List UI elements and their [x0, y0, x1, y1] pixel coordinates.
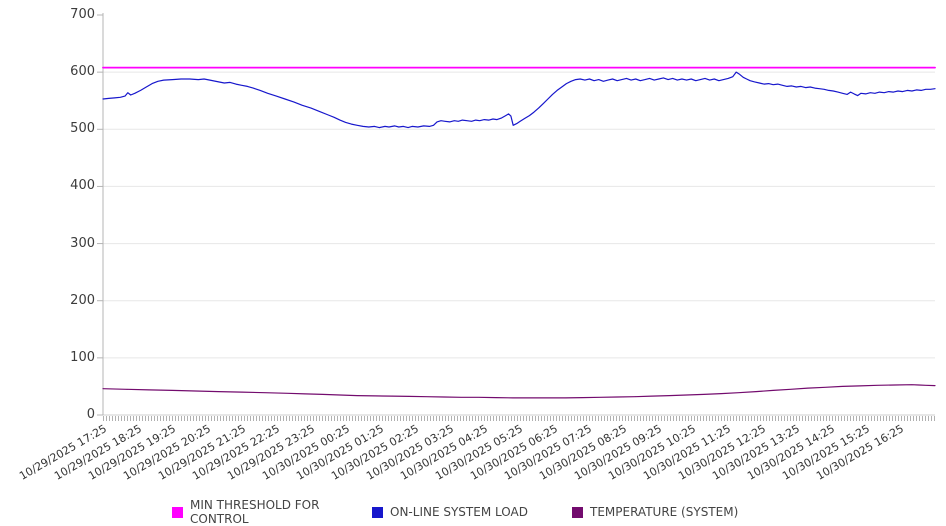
legend-item-temperature-system[interactable]: TEMPERATURE (SYSTEM) — [572, 498, 772, 526]
legend-item-min-threshold[interactable]: MIN THRESHOLD FOR CONTROL — [172, 498, 372, 526]
legend-label: MIN THRESHOLD FOR CONTROL — [190, 498, 320, 526]
legend-item-online-system-load[interactable]: ON-LINE SYSTEM LOAD — [372, 498, 572, 526]
plot-area — [97, 13, 936, 416]
legend-label: TEMPERATURE (SYSTEM) — [590, 505, 739, 519]
y-tick-label: 100 — [70, 349, 95, 365]
online-system-load-swatch-icon — [372, 506, 383, 518]
legend: MIN THRESHOLD FOR CONTROL ON-LINE SYSTEM… — [172, 498, 772, 526]
y-tick-label: 500 — [70, 121, 95, 137]
x-axis-minor-ticks — [103, 416, 935, 421]
temperature-system-swatch-icon — [572, 506, 583, 518]
min-threshold-swatch-icon — [172, 506, 183, 518]
series-temperature-system- — [102, 384, 936, 399]
y-tick-label: 0 — [86, 407, 95, 422]
y-tick-label: 400 — [70, 178, 95, 194]
legend-label: ON-LINE SYSTEM LOAD — [390, 505, 528, 519]
y-tick-label: 700 — [70, 7, 95, 22]
y-tick-label: 200 — [70, 292, 95, 308]
y-tick-label: 600 — [70, 64, 95, 80]
series-on-line-system-load — [102, 71, 936, 129]
y-tick-label: 300 — [70, 235, 95, 251]
